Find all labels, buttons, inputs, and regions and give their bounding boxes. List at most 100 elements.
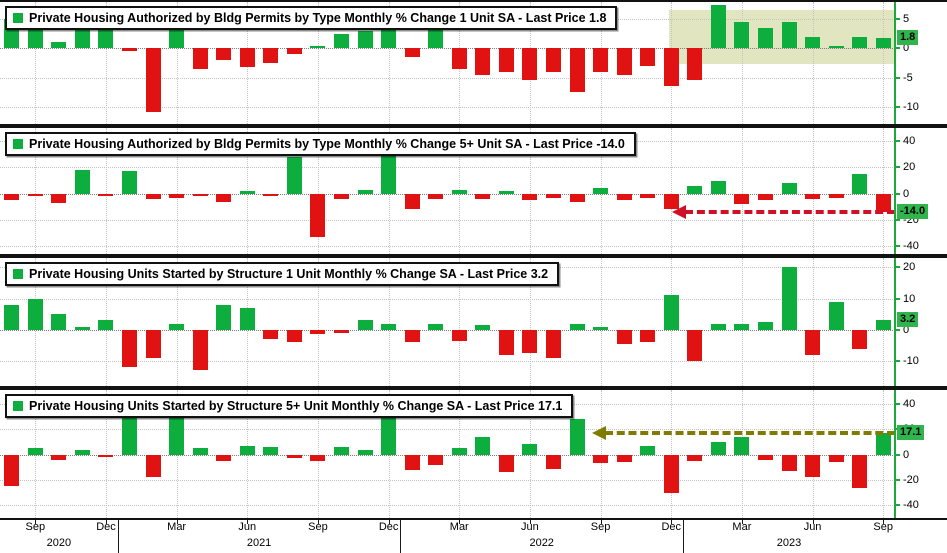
v-gridline [741,2,743,124]
bar [263,48,279,63]
bar [239,307,255,330]
panel-3-title-box: Private Housing Units Started by Structu… [5,262,560,286]
bar [334,33,349,49]
bar [640,48,656,66]
y-axis-tick-mark [895,478,900,481]
v-gridline [459,258,461,386]
bar [545,48,561,72]
series-legend-square-icon [13,269,23,279]
bar [451,48,467,69]
bar [569,48,585,93]
bar [169,193,185,198]
bar [757,454,773,460]
bar [687,329,703,362]
v-gridline [812,258,814,386]
trend-arrow-head [671,205,686,219]
bar [216,193,232,202]
h-gridline [0,479,895,481]
x-axis-tick-mark [247,520,249,524]
bar [145,48,161,113]
bar [852,329,868,349]
bar [805,329,821,355]
bar [569,419,585,455]
bar [710,4,726,49]
v-gridline [35,2,37,124]
v-gridline [812,2,814,124]
y-axis-tick-label: 0 [903,448,910,461]
bar [381,154,397,194]
y-axis-tick-mark [895,504,900,507]
y-axis-tick-label: 10 [903,292,916,305]
y-axis-tick-mark [895,453,900,456]
x-axis-tick-label: Dec [378,521,399,533]
y-axis-tick-label: -10 [903,355,919,368]
bar [428,323,444,330]
y-axis-tick-label: 20 [903,261,916,274]
bar [51,193,67,203]
bar [51,454,67,460]
x-axis-line [0,518,947,520]
panel-1-title-box: Private Housing Authorized by Bldg Permi… [5,6,618,30]
v-gridline [883,128,885,254]
bar [663,48,679,87]
y-axis-tick-mark [895,297,900,300]
x-axis-tick-label: Dec [661,521,682,533]
y-axis-tick-mark [895,166,900,169]
bar [875,432,891,455]
y-axis-tick-label: -20 [903,473,919,486]
v-gridline [388,2,390,124]
v-gridline [741,128,743,254]
panel-2-last-price-badge: -14.0 [897,204,929,219]
bar [757,28,773,49]
bar [145,329,161,358]
bar [286,454,302,459]
bar [428,193,444,199]
x-axis-tick-label: Jun [521,521,539,533]
v-gridline [317,2,319,124]
y-axis-tick-label: -5 [903,71,913,84]
bar [475,193,491,199]
bar [545,454,561,469]
y-axis-tick-mark [895,218,900,221]
bar [522,329,538,354]
h-gridline [0,219,895,221]
bar [74,449,90,455]
bar [640,193,656,198]
bar [640,329,656,343]
bar [875,319,891,330]
y-axis-tick-mark [895,328,900,331]
bar [593,454,609,464]
y-axis-line [894,0,896,518]
bar [98,24,114,49]
x-axis-tick-label: Dec [96,521,116,533]
bar [875,38,891,49]
bar [663,454,679,493]
v-gridline [105,390,107,518]
y-axis-tick-label: -40 [903,240,919,253]
bar [122,412,138,455]
bar [263,193,279,197]
bar [687,185,703,194]
bar [428,454,444,465]
y-axis-tick-label: 0 [903,323,910,336]
v-gridline [317,128,319,254]
bar [522,48,538,81]
bar [145,454,161,478]
bar [593,326,609,330]
chart-top-border [0,0,947,2]
x-axis-tick-mark [35,520,37,524]
trend-arrow-head [591,425,606,440]
bar [98,320,114,330]
panel-4-last-price-badge: 17.1 [897,424,925,440]
zero-line [0,193,895,195]
bar [4,193,20,201]
bar [640,445,656,455]
x-axis-tick-label: Jun [803,521,822,533]
bar [286,48,302,55]
panel-2-title: Private Housing Authorized by Bldg Permi… [29,137,625,151]
bar [239,48,255,68]
bar [734,22,750,49]
bar [663,295,679,330]
y-axis-tick-label: 0 [903,42,910,55]
